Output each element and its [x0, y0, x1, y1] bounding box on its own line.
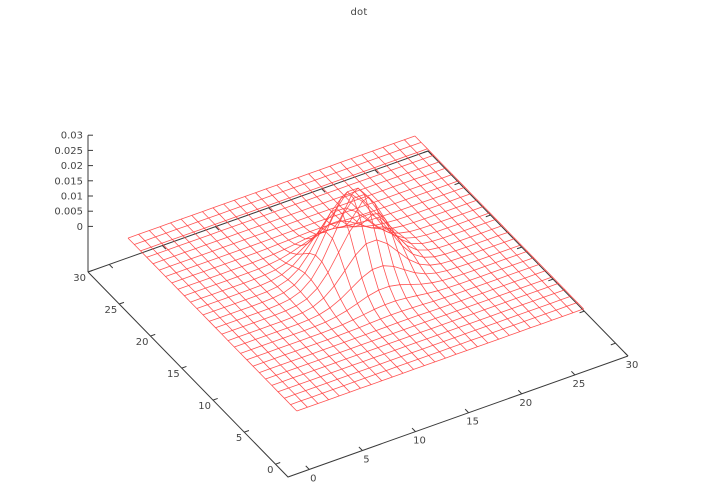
y-tick-mirror: [516, 246, 522, 250]
front-axis-edges: [87, 271, 629, 478]
y-tick-label: 10: [198, 401, 211, 412]
z-tick-label: 0.01: [61, 192, 83, 203]
z-tick-label: 0.005: [54, 207, 83, 218]
y-tick-mirror: [423, 150, 429, 154]
z-tick-label: 0.03: [61, 131, 83, 142]
z-tick-label: 0.02: [61, 161, 83, 172]
surface-mesh: [127, 135, 584, 412]
mesh-rows: [127, 135, 584, 412]
x-tick-label: 10: [413, 436, 426, 447]
x-tick-mirror: [108, 264, 114, 269]
x-tick: [624, 352, 629, 357]
x-tick-mirror: [162, 245, 167, 250]
x-tick: [571, 370, 576, 376]
x-tick-mirror: [374, 169, 379, 174]
x-tick-label: 20: [519, 398, 532, 409]
x-tick: [358, 446, 363, 451]
y-tick-mirror: [610, 342, 616, 346]
y-tick: [119, 301, 125, 305]
z-tick-label: 0: [77, 222, 83, 233]
x-tick-label: 30: [626, 360, 639, 371]
x-tick-label: 25: [573, 379, 586, 390]
x-tick-mirror: [215, 226, 220, 231]
y-tick: [275, 462, 281, 465]
mesh-columns: [127, 135, 584, 412]
z-tick-label: 0.025: [54, 146, 83, 157]
plot-box-axes: [87, 135, 629, 478]
y-tick-label: 0: [267, 465, 273, 476]
axis-ticks: [87, 134, 629, 470]
y-tick: [212, 397, 218, 401]
y-tick-mirror: [485, 214, 491, 218]
y-tick-mirror: [454, 182, 460, 186]
y-tick: [181, 365, 187, 369]
y-tick: [87, 269, 93, 273]
y-tick-label: 25: [105, 305, 118, 316]
x-tick-label: 15: [466, 417, 479, 428]
y-tick: [150, 333, 156, 337]
y-tick: [244, 430, 250, 433]
y-tick-mirror: [579, 310, 585, 314]
x-tick-mirror: [321, 188, 326, 193]
y-tick-mirror: [548, 278, 554, 282]
x-tick: [517, 389, 523, 395]
x-tick-mirror: [268, 207, 273, 212]
x-tick-label: 0: [310, 473, 316, 484]
x-tick: [411, 427, 416, 432]
chart-title: dot: [350, 7, 368, 18]
y-tick-label: 15: [167, 369, 180, 380]
x-tick: [464, 408, 469, 414]
y-tick-label: 30: [73, 273, 86, 284]
y-tick-label: 20: [136, 337, 149, 348]
x-tick: [305, 465, 310, 470]
y-tick-label: 5: [236, 433, 242, 444]
x-tick-label: 5: [363, 455, 369, 466]
z-tick-label: 0.015: [54, 176, 83, 187]
x-tick-mirror: [427, 150, 432, 155]
axis-tick-labels: 0 5 10 15 20 25 30 0 5 10 15 20 25 30 0 0.005 0.01 0.015 0…: [54, 131, 638, 485]
